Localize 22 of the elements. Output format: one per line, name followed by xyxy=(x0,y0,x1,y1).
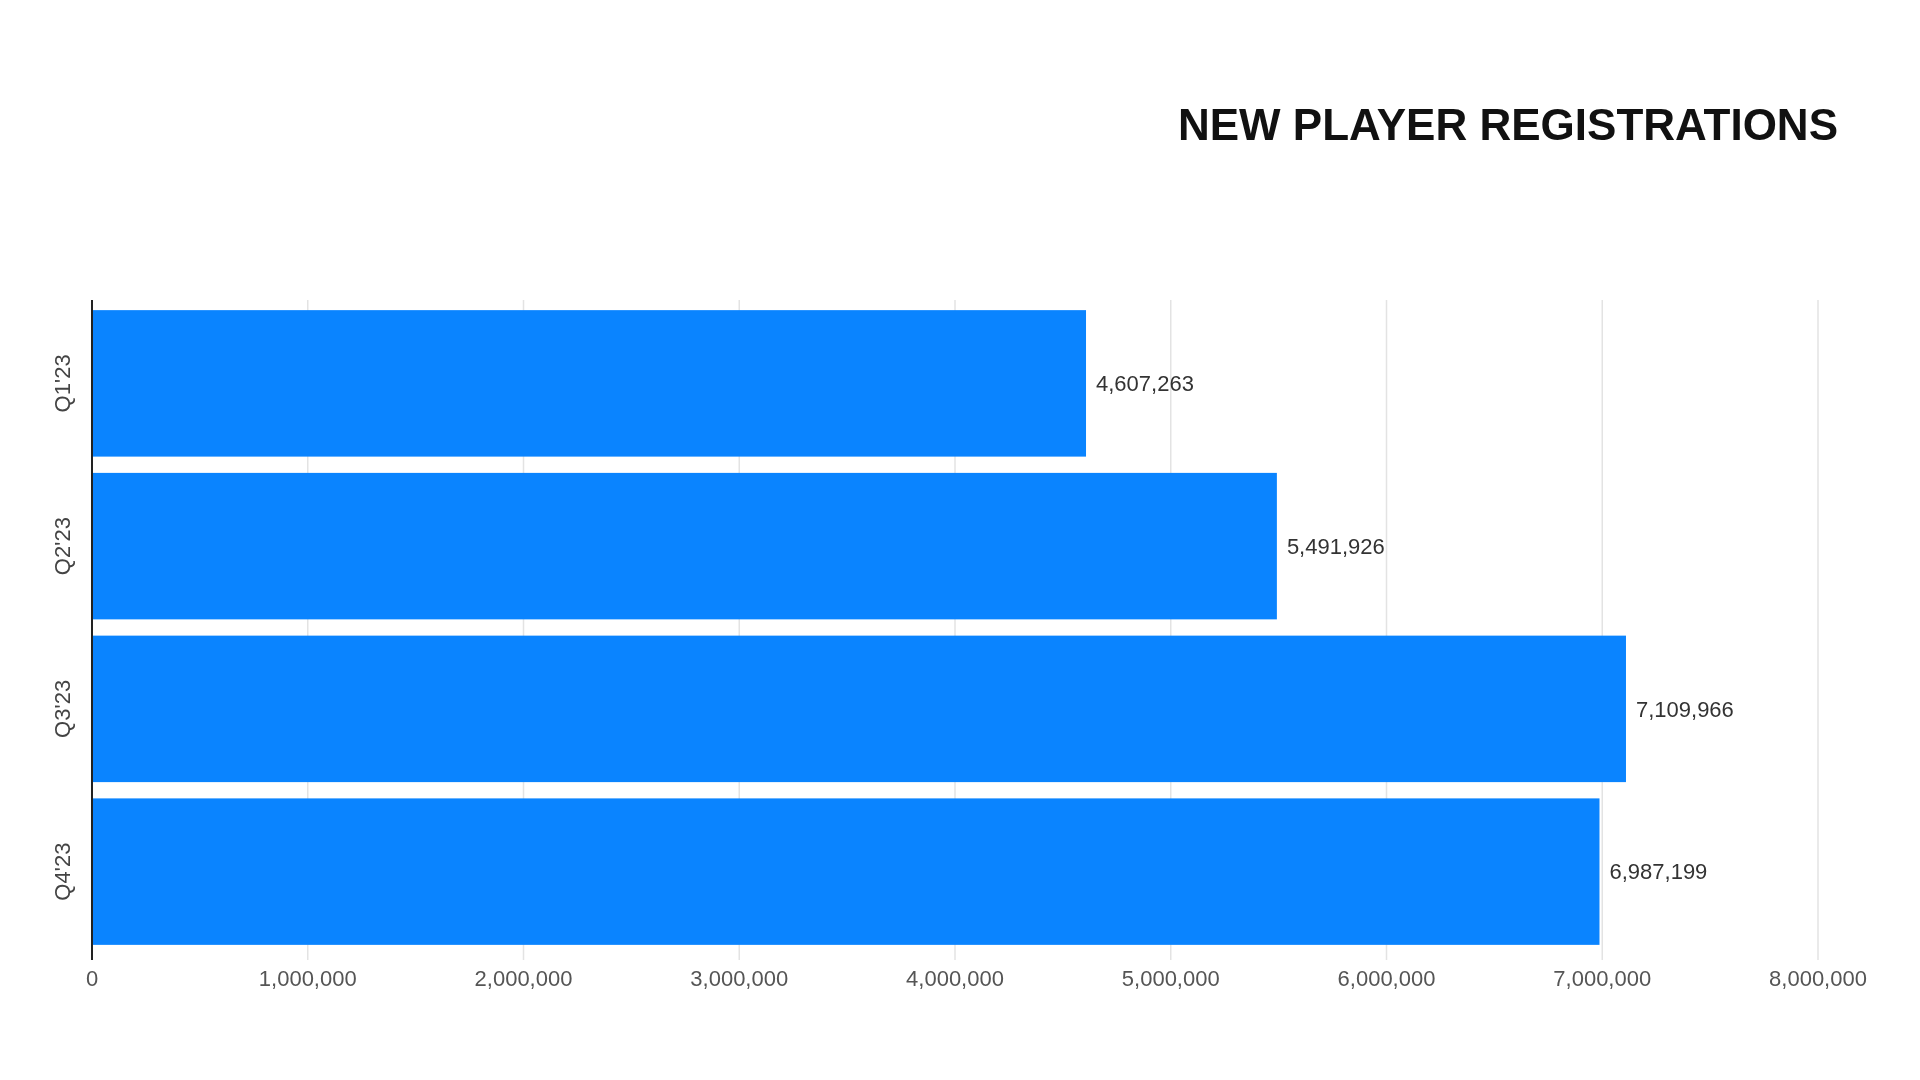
data-label: 7,109,966 xyxy=(1635,696,1734,722)
x-tick-label: 1,000,000 xyxy=(258,966,357,991)
x-tick-label: 0 xyxy=(85,966,99,991)
data-label: 5,491,926 xyxy=(1286,533,1385,559)
x-tick-label: 6,000,000 xyxy=(1337,966,1436,991)
x-tick-label: 4,000,000 xyxy=(906,966,1004,991)
chart-title: NEW PLAYER REGISTRATIONS xyxy=(1177,100,1838,149)
x-tick-label: 5,000,000 xyxy=(1121,966,1220,991)
bar xyxy=(92,635,1626,783)
y-tick-label: Q3'23 xyxy=(50,679,75,738)
y-tick-label: Q4'23 xyxy=(50,842,75,901)
x-tick-label: 2,000,000 xyxy=(474,966,573,991)
y-tick-label: Q1'23 xyxy=(50,354,75,413)
x-tick-label: 3,000,000 xyxy=(690,966,789,991)
y-tick-label: Q2'23 xyxy=(50,517,75,576)
data-label: 6,987,199 xyxy=(1609,859,1708,885)
bar xyxy=(92,798,1600,945)
x-tick-label: 7,000,000 xyxy=(1553,966,1652,991)
x-tick-label: 8,000,000 xyxy=(1769,966,1867,991)
bar xyxy=(92,310,1087,457)
bar xyxy=(92,472,1277,620)
data-label: 4,607,263 xyxy=(1096,371,1194,397)
